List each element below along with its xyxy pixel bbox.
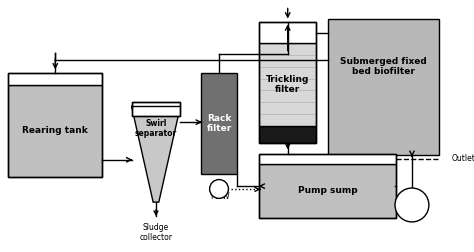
- Text: X: X: [217, 186, 221, 192]
- Bar: [328, 19, 439, 155]
- Circle shape: [395, 188, 429, 222]
- Text: X: X: [410, 202, 414, 208]
- Polygon shape: [131, 106, 181, 202]
- Text: Outlet: Outlet: [451, 154, 474, 163]
- Bar: [259, 22, 316, 43]
- Bar: [259, 43, 316, 126]
- Bar: [8, 84, 102, 177]
- Bar: [131, 102, 181, 116]
- Bar: [259, 164, 396, 218]
- Text: Pump sump: Pump sump: [298, 186, 357, 195]
- Bar: [259, 154, 396, 164]
- Text: Rearing tank: Rearing tank: [22, 126, 88, 135]
- Text: MUW: MUW: [210, 192, 229, 201]
- Text: Sludge
collector: Sludge collector: [139, 223, 173, 242]
- Bar: [259, 154, 396, 218]
- Bar: [131, 102, 181, 116]
- Text: Rack
filter: Rack filter: [206, 114, 232, 133]
- Bar: [8, 73, 102, 177]
- Bar: [8, 73, 102, 84]
- Text: Trickling
filter: Trickling filter: [266, 75, 310, 94]
- Text: Swirl
separator: Swirl separator: [135, 119, 177, 138]
- Bar: [201, 73, 237, 174]
- Bar: [259, 22, 316, 143]
- Text: Submerged fixed
bed biofilter: Submerged fixed bed biofilter: [340, 57, 427, 76]
- Bar: [259, 126, 316, 143]
- Circle shape: [210, 180, 228, 198]
